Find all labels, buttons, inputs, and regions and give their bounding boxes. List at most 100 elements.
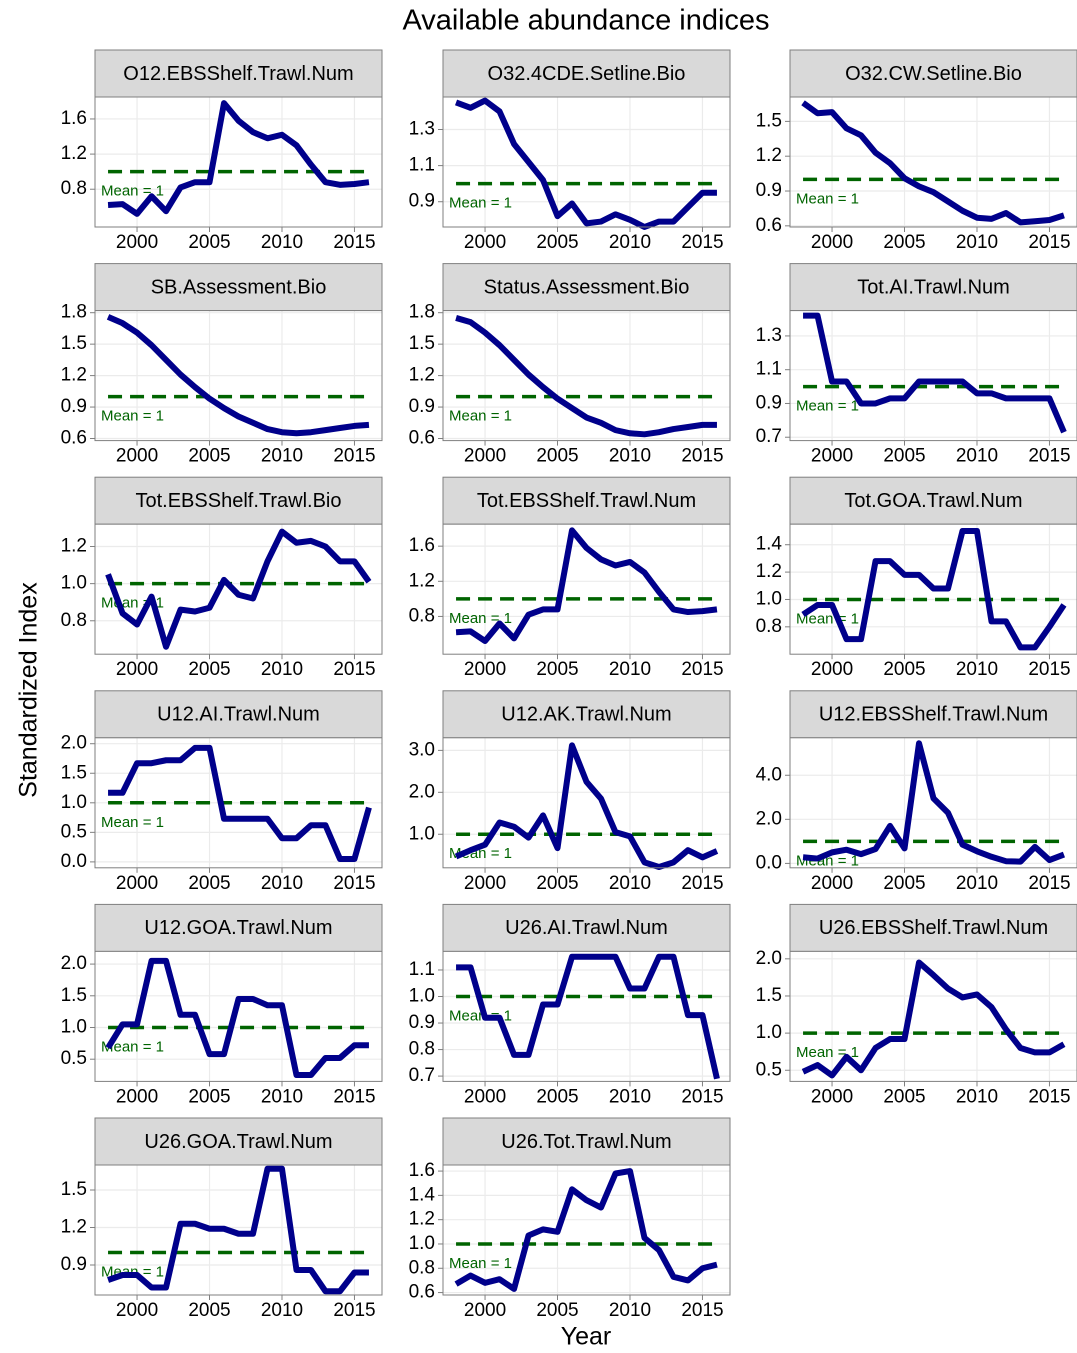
data-line xyxy=(456,953,720,1080)
x-tick-label: 2010 xyxy=(609,873,651,894)
strip-background xyxy=(442,49,731,98)
x-axis-label: Year xyxy=(561,1323,612,1351)
x-tick-label: 2010 xyxy=(609,446,651,467)
strip-title: U12.AI.Trawl.Num xyxy=(157,704,320,726)
y-tick-label: 2.0 xyxy=(61,733,87,754)
y-tick-label: 0.9 xyxy=(61,396,87,417)
data-line xyxy=(454,742,719,870)
y-tick-label: 1.3 xyxy=(756,325,782,346)
x-tick-label: 2015 xyxy=(333,1086,375,1107)
x-tick-label: 2000 xyxy=(811,873,853,894)
x-tick-label: 2015 xyxy=(333,659,375,680)
y-tick-label: 0.9 xyxy=(756,180,782,201)
y-tick-label: 1.0 xyxy=(756,1022,782,1043)
y-tick-label: 1.2 xyxy=(409,1209,435,1230)
data-line xyxy=(801,528,1067,651)
x-tick-label: 2005 xyxy=(188,873,230,894)
panel-border xyxy=(789,96,1077,228)
mean-label: Mean = 1 xyxy=(101,408,164,425)
y-tick-label: 2.0 xyxy=(756,948,782,969)
x-tick-label: 2000 xyxy=(464,1300,506,1321)
y-tick-label: 1.0 xyxy=(61,792,87,813)
mean-label: Mean = 1 xyxy=(796,190,859,207)
y-tick-label: 1.5 xyxy=(409,333,435,354)
panel-background xyxy=(443,1165,730,1295)
panel-border xyxy=(94,1164,383,1296)
panel-border xyxy=(442,96,731,228)
y-tick-label: 1.4 xyxy=(756,534,783,555)
strip-title: U26.GOA.Trawl.Num xyxy=(144,1131,332,1153)
y-tick-label: 1.5 xyxy=(61,762,87,783)
x-tick-label: 2015 xyxy=(1028,1086,1070,1107)
x-tick-label: 2010 xyxy=(261,873,303,894)
strip-background xyxy=(789,690,1077,739)
x-tick-label: 2015 xyxy=(681,659,723,680)
x-tick-label: 2010 xyxy=(956,659,998,680)
y-tick-label: 0.9 xyxy=(61,1254,87,1275)
data-line xyxy=(107,100,370,217)
panel-border xyxy=(94,950,383,1082)
strip-background xyxy=(94,690,383,739)
strip-background xyxy=(442,1117,731,1166)
x-tick-label: 2000 xyxy=(811,232,853,253)
y-tick-label: 0.9 xyxy=(756,392,782,413)
x-tick-label: 2015 xyxy=(1028,873,1070,894)
x-tick-label: 2010 xyxy=(956,1086,998,1107)
y-tick-label: 0.5 xyxy=(61,821,87,842)
y-tick-label: 0.0 xyxy=(756,852,782,873)
strip-title: U12.GOA.Trawl.Num xyxy=(144,917,332,939)
mean-label: Mean = 1 xyxy=(101,183,164,200)
y-tick-label: 0.7 xyxy=(756,426,782,447)
y-tick-label: 2.0 xyxy=(409,781,435,802)
chart-title: Available abundance indices xyxy=(402,5,769,37)
y-tick-label: 0.0 xyxy=(61,851,87,872)
y-tick-label: 3.0 xyxy=(409,739,435,760)
data-line xyxy=(106,314,370,437)
y-tick-label: 1.5 xyxy=(61,333,87,354)
panel-border xyxy=(789,523,1077,655)
x-tick-label: 2000 xyxy=(116,873,158,894)
panel-background xyxy=(95,1165,382,1295)
panel-border xyxy=(94,737,383,869)
panel-border xyxy=(442,950,731,1082)
panel-border xyxy=(789,737,1077,869)
data-line xyxy=(455,315,717,438)
panel-border xyxy=(94,523,383,655)
y-tick-label: 1.6 xyxy=(409,535,435,556)
y-tick-label: 0.6 xyxy=(61,428,87,449)
x-tick-label: 2010 xyxy=(956,232,998,253)
y-tick-label: 4.0 xyxy=(756,764,782,785)
x-tick-label: 2000 xyxy=(811,659,853,680)
panel-border xyxy=(789,310,1077,442)
mean-label: Mean = 1 xyxy=(449,195,512,212)
y-tick-label: 1.8 xyxy=(61,302,87,323)
x-tick-label: 2000 xyxy=(116,659,158,680)
x-tick-label: 2005 xyxy=(188,446,230,467)
y-tick-label: 1.2 xyxy=(756,145,782,166)
y-tick-label: 0.9 xyxy=(409,396,435,417)
x-tick-label: 2000 xyxy=(464,232,506,253)
mean-label: Mean = 1 xyxy=(449,610,512,627)
x-tick-label: 2000 xyxy=(464,446,506,467)
data-line xyxy=(107,1165,369,1295)
x-tick-label: 2010 xyxy=(261,659,303,680)
y-tick-label: 0.8 xyxy=(409,605,435,626)
y-tick-label: 1.2 xyxy=(409,570,435,591)
mean-label: Mean = 1 xyxy=(101,814,164,831)
x-tick-label: 2005 xyxy=(536,446,578,467)
y-tick-label: 1.0 xyxy=(61,573,87,594)
strip-title: Tot.AI.Trawl.Num xyxy=(857,276,1010,298)
y-tick-label: 1.2 xyxy=(409,365,435,386)
y-tick-label: 1.2 xyxy=(61,365,87,386)
panel-background xyxy=(95,524,382,655)
strip-background xyxy=(442,903,731,952)
x-tick-label: 2005 xyxy=(883,873,925,894)
x-tick-label: 2015 xyxy=(681,446,723,467)
x-tick-label: 2005 xyxy=(883,446,925,467)
y-tick-label: 0.5 xyxy=(61,1048,87,1069)
y-tick-label: 0.6 xyxy=(756,215,782,236)
y-tick-label: 1.2 xyxy=(61,143,87,164)
x-tick-label: 2000 xyxy=(116,232,158,253)
panel-border xyxy=(789,950,1077,1082)
